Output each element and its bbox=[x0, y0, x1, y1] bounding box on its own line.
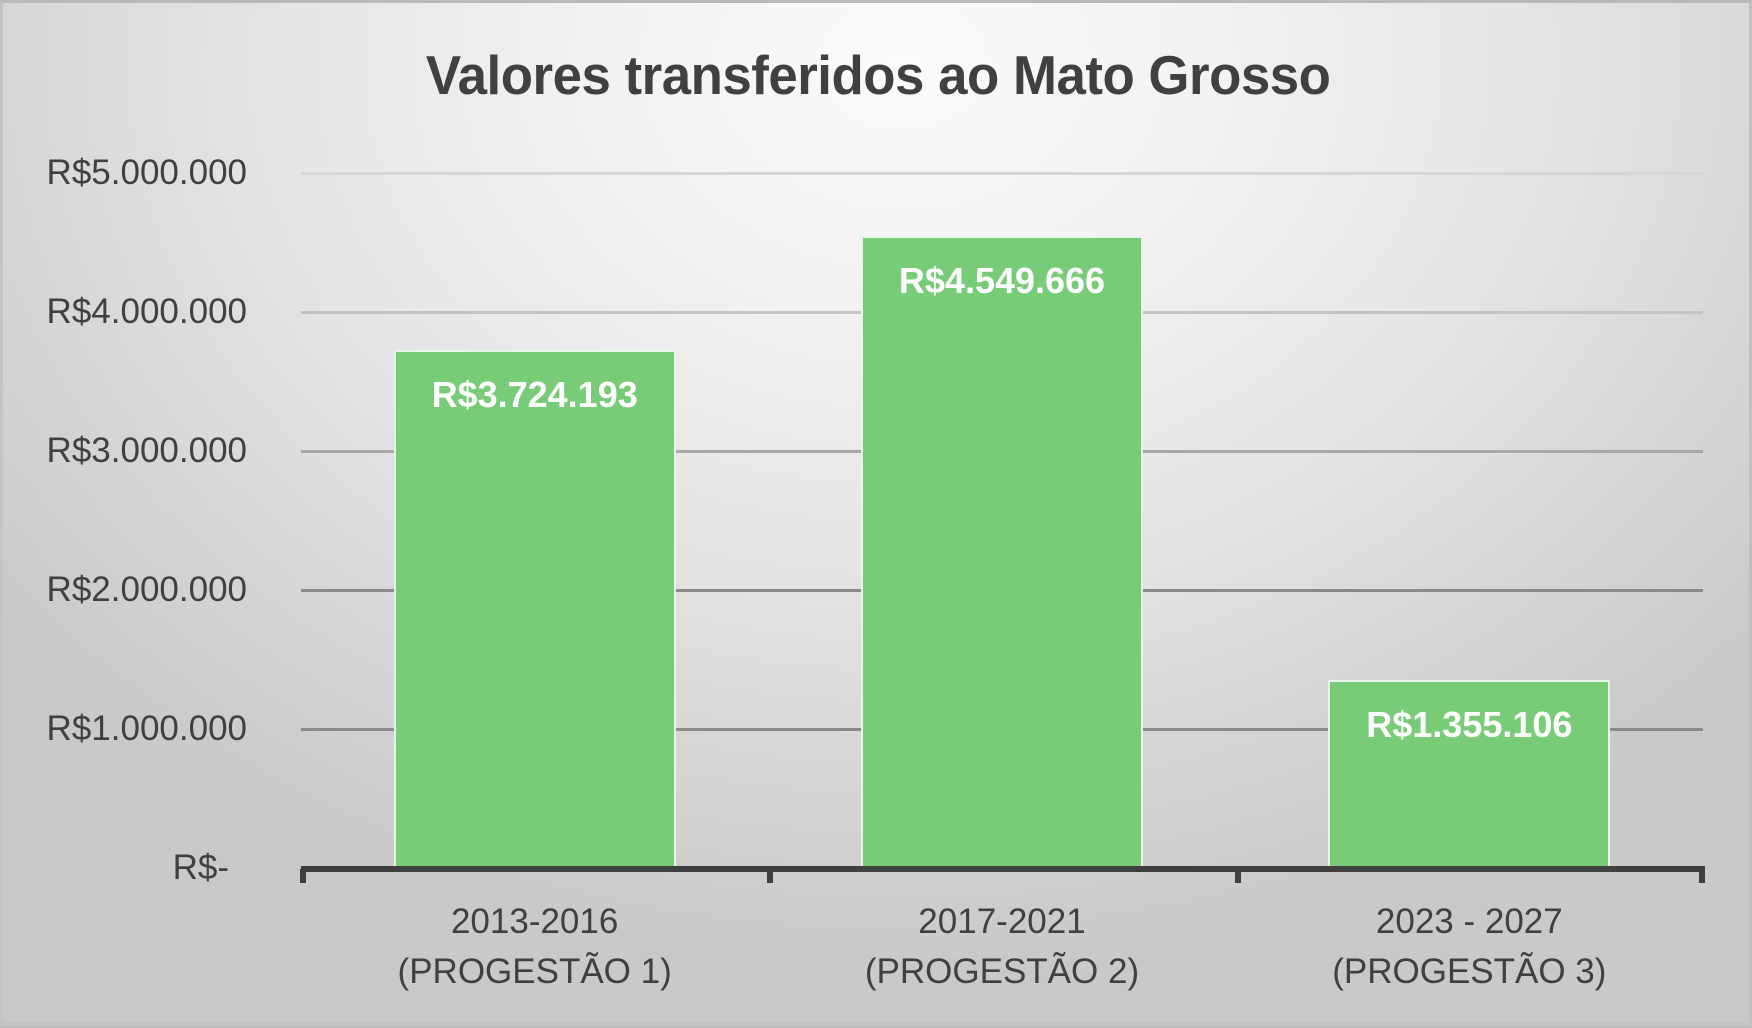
y-tick-label: R$4.000.000 bbox=[46, 292, 247, 331]
x-label-program: (PROGESTÃO 3) bbox=[1332, 952, 1607, 991]
y-tick-label: R$2.000.000 bbox=[46, 570, 247, 609]
x-tick-label: 2017-2021 (PROGESTÃO 2) bbox=[802, 897, 1202, 997]
x-label-period: 2013-2016 bbox=[450, 902, 619, 941]
bar: R$1.355.106 bbox=[1328, 679, 1611, 866]
x-tick-label: 2023 - 2027 (PROGESTÃO 3) bbox=[1269, 897, 1669, 997]
bar: R$3.724.193 bbox=[393, 350, 676, 866]
x-label-program: (PROGESTÃO 1) bbox=[397, 952, 672, 991]
x-tick-label: 2013-2016 (PROGESTÃO 1) bbox=[335, 897, 735, 997]
data-label: R$1.355.106 bbox=[1366, 703, 1573, 745]
gridline bbox=[301, 172, 1703, 175]
y-tick-label: R$3.000.000 bbox=[46, 431, 247, 470]
data-label: R$4.549.666 bbox=[898, 259, 1106, 301]
chart-title-text: Valores transferidos ao Mato Grosso bbox=[425, 44, 1331, 106]
data-label: R$3.724.193 bbox=[431, 374, 638, 416]
chart-title: Valores transferidos ao Mato Grosso bbox=[3, 43, 1752, 107]
bar: R$4.549.666 bbox=[861, 235, 1143, 866]
y-tick-label: R$1.000.000 bbox=[46, 709, 247, 748]
x-tick bbox=[1234, 869, 1241, 883]
x-tick bbox=[1699, 869, 1705, 883]
y-tick-label: R$5.000.000 bbox=[46, 153, 247, 192]
x-axis-line bbox=[301, 866, 1705, 872]
x-tick bbox=[300, 869, 306, 883]
x-tick bbox=[767, 869, 774, 883]
y-tick-label: R$- bbox=[172, 848, 229, 887]
x-label-program: (PROGESTÃO 2) bbox=[864, 952, 1140, 991]
x-label-period: 2023 - 2027 bbox=[1375, 902, 1563, 941]
x-label-period: 2017-2021 bbox=[918, 902, 1086, 941]
